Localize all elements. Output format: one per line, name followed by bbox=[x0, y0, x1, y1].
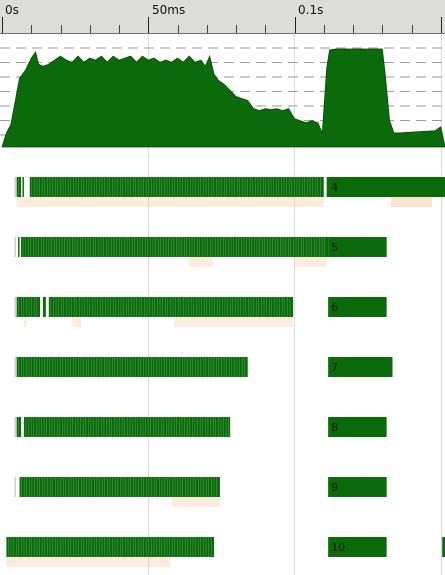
busy-segment bbox=[328, 537, 387, 557]
busy-segment bbox=[16, 357, 248, 377]
thread-track-7[interactable]: 7 bbox=[14, 357, 393, 377]
idle-region bbox=[189, 257, 213, 267]
idle-region bbox=[171, 497, 220, 507]
gridline-100ms bbox=[294, 34, 295, 575]
thread-track-9[interactable]: 9 bbox=[14, 477, 387, 507]
thread-label: 8 bbox=[331, 421, 338, 434]
thread-label: 5 bbox=[331, 241, 338, 254]
thread-label: 6 bbox=[331, 301, 338, 314]
idle-region bbox=[72, 317, 81, 327]
idle-region bbox=[6, 557, 171, 567]
ruler-tick bbox=[90, 25, 91, 33]
ruler-tick bbox=[265, 25, 266, 33]
ruler-label-50ms: 50ms bbox=[152, 3, 186, 17]
busy-segment bbox=[328, 477, 387, 497]
busy-segment bbox=[442, 537, 445, 557]
ruler-tick bbox=[295, 17, 296, 33]
thread-label: 9 bbox=[331, 481, 338, 494]
busy-segment bbox=[16, 417, 22, 437]
busy-segment bbox=[18, 237, 20, 257]
thread-track-4[interactable]: 4 bbox=[14, 177, 445, 207]
busy-segment bbox=[42, 297, 46, 317]
ruler-tick bbox=[324, 25, 325, 33]
thread-track-6[interactable]: 6 bbox=[14, 297, 387, 327]
busy-segment bbox=[328, 297, 387, 317]
ruler-tick bbox=[412, 25, 413, 33]
busy-segment bbox=[16, 297, 41, 317]
ruler-tick bbox=[148, 17, 149, 33]
busy-segment bbox=[21, 237, 329, 257]
thread-track-5[interactable]: 5 bbox=[14, 237, 387, 267]
ruler-tick bbox=[119, 25, 120, 33]
thread-track-8[interactable]: 8 bbox=[14, 417, 387, 437]
ruler-tick bbox=[207, 25, 208, 33]
thread-track-10[interactable]: 10 bbox=[6, 537, 445, 567]
ruler-label-0-1s: 0.1s bbox=[298, 3, 324, 17]
busy-segment bbox=[22, 177, 24, 197]
idle-region bbox=[174, 317, 294, 327]
ruler-tick bbox=[353, 25, 354, 33]
idle-region bbox=[294, 257, 327, 267]
busy-segment bbox=[326, 177, 445, 197]
busy-segment bbox=[6, 537, 215, 557]
gridline-end bbox=[441, 34, 442, 575]
idle-region bbox=[16, 197, 324, 207]
idle-region bbox=[391, 197, 432, 207]
busy-segment bbox=[16, 177, 22, 197]
idle-region bbox=[23, 317, 27, 327]
thread-label: 7 bbox=[331, 361, 338, 374]
ruler-label-0: 0s bbox=[5, 3, 19, 17]
busy-segment bbox=[328, 417, 387, 437]
thread-label: 10 bbox=[331, 541, 345, 554]
ruler-tick bbox=[2, 17, 3, 33]
ruler-tick bbox=[441, 17, 442, 33]
busy-segment bbox=[29, 177, 324, 197]
utilization-area bbox=[1, 48, 445, 148]
busy-segment bbox=[19, 477, 220, 497]
ruler-tick bbox=[382, 25, 383, 33]
ruler-tick bbox=[178, 25, 179, 33]
ruler-tick bbox=[31, 25, 32, 33]
ruler-tick bbox=[236, 25, 237, 33]
busy-segment bbox=[48, 297, 294, 317]
thread-label: 4 bbox=[331, 181, 338, 194]
busy-segment bbox=[328, 237, 387, 257]
ruler-tick bbox=[61, 25, 62, 33]
utilization-graph bbox=[0, 47, 445, 148]
busy-segment bbox=[328, 357, 393, 377]
time-ruler[interactable]: 0s 50ms 0.1s bbox=[0, 0, 445, 34]
busy-segment bbox=[23, 417, 231, 437]
